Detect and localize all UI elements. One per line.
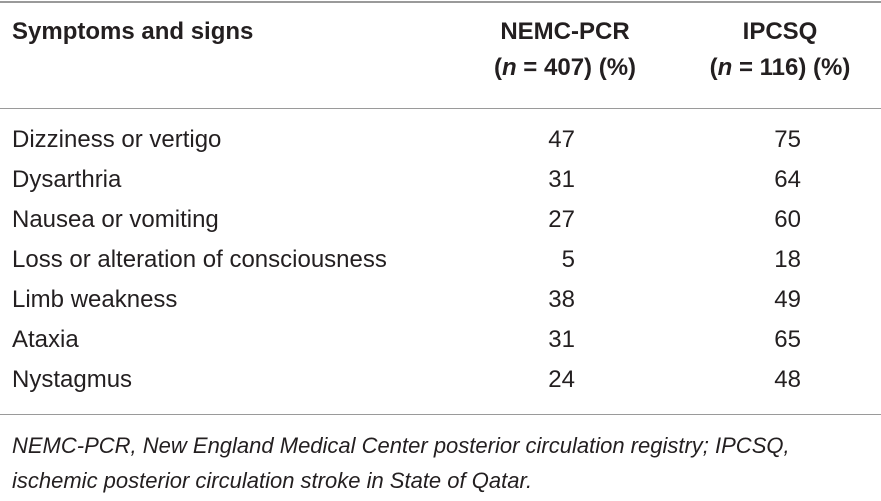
row-nemc-value: 47 <box>548 126 575 153</box>
table-footnote: NEMC-PCR, New England Medical Center pos… <box>12 433 790 493</box>
row-nemc-value: 38 <box>548 286 575 313</box>
header-symptoms: Symptoms and signs <box>12 18 254 45</box>
row-nemc-value: 31 <box>548 326 575 353</box>
table-bottom-rule <box>0 414 881 415</box>
row-label: Ataxia <box>12 326 79 353</box>
row-nemc-value: 27 <box>548 206 575 233</box>
row-label: Nausea or vomiting <box>12 206 219 233</box>
table-row: Nausea or vomiting 27 60 <box>0 200 881 240</box>
row-nemc-value: 5 <box>561 246 575 273</box>
header-ipcsq-name: IPCSQ <box>742 18 818 45</box>
table-top-rule <box>0 1 881 3</box>
row-nemc-value: 31 <box>548 166 575 193</box>
row-ipcsq-value: 18 <box>774 246 801 273</box>
row-ipcsq-value: 75 <box>774 126 801 153</box>
table-row: Nystagmus 24 48 <box>0 360 881 400</box>
header-nemc-name: NEMC-PCR <box>500 18 630 45</box>
table-header-rule <box>0 108 881 109</box>
table-row: Limb weakness 38 49 <box>0 280 881 320</box>
row-nemc-value: 24 <box>548 366 575 393</box>
row-label: Nystagmus <box>12 366 133 393</box>
header-ipcsq: IPCSQ (n = 116) (%) <box>690 14 870 86</box>
row-label: Dysarthria <box>12 166 122 193</box>
table-row: Ataxia 31 65 <box>0 320 881 360</box>
header-nemc-count: (n = 407) (%) <box>493 54 637 81</box>
row-ipcsq-value: 48 <box>774 366 801 393</box>
row-label: Dizziness or vertigo <box>12 126 222 153</box>
row-ipcsq-value: 65 <box>774 326 801 353</box>
row-ipcsq-value: 64 <box>774 166 801 193</box>
table-row: Loss or alteration of consciousness 5 18 <box>0 240 881 280</box>
row-ipcsq-value: 49 <box>774 286 801 313</box>
table-row: Dizziness or vertigo 47 75 <box>0 120 881 160</box>
row-label: Limb weakness <box>12 286 178 313</box>
table-row: Dysarthria 31 64 <box>0 160 881 200</box>
row-label: Loss or alteration of consciousness <box>12 246 387 273</box>
row-ipcsq-value: 60 <box>774 206 801 233</box>
header-nemc-pcr: NEMC-PCR (n = 407) (%) <box>470 14 660 86</box>
header-ipcsq-count: (n = 116) (%) <box>709 54 851 81</box>
